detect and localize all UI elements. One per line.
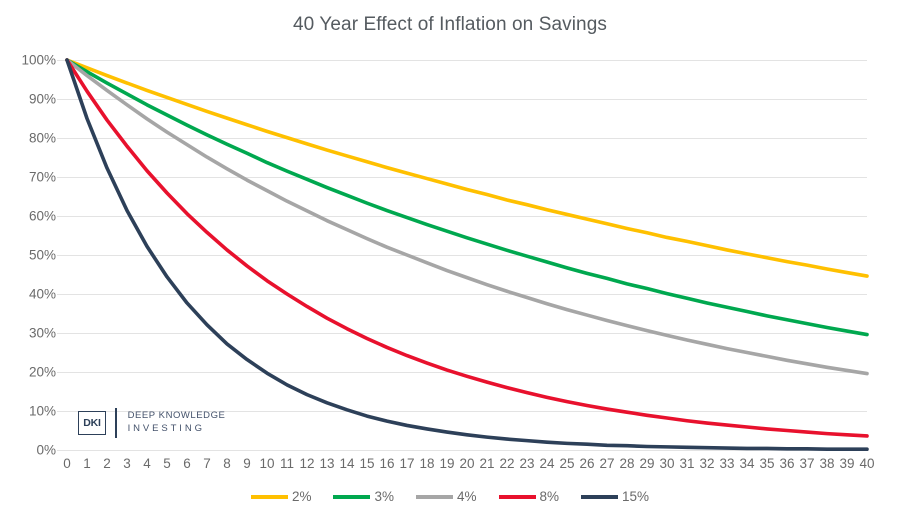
x-axis-tick-label: 3 <box>123 456 131 471</box>
y-axis-tick-label: 50% <box>28 247 56 263</box>
gridline <box>57 450 867 451</box>
x-axis-tick-label: 5 <box>163 456 171 471</box>
x-axis-tick-label: 0 <box>63 456 71 471</box>
gridline <box>57 333 867 334</box>
x-axis-tick-label: 28 <box>619 456 635 471</box>
x-axis-tick-label: 1 <box>83 456 91 471</box>
legend-item-8pct[interactable]: 8% <box>498 489 560 504</box>
x-axis-tick-label: 23 <box>519 456 535 471</box>
legend-item-15pct[interactable]: 15% <box>581 489 649 504</box>
watermark-line-2: INVESTING <box>127 423 205 434</box>
chart-title: 40 Year Effect of Inflation on Savings <box>292 14 607 35</box>
y-axis-tick-label: 70% <box>28 169 56 185</box>
x-axis-tick-label: 26 <box>579 456 595 471</box>
x-axis-tick-label: 32 <box>699 456 715 471</box>
watermark-divider <box>115 408 117 438</box>
x-axis-tick-label: 19 <box>439 456 455 471</box>
x-axis-tick-label: 35 <box>759 456 775 471</box>
x-axis-tick-label: 37 <box>799 456 815 471</box>
gridline <box>57 60 867 61</box>
legend-item-4pct[interactable]: 4% <box>415 489 477 504</box>
x-axis-tick-label: 7 <box>203 456 211 471</box>
x-axis-tick-label: 8 <box>223 456 231 471</box>
gridline <box>57 411 867 412</box>
dki-badge-icon: DKI <box>78 411 106 435</box>
x-axis-tick-label: 27 <box>599 456 615 471</box>
x-axis-tick-label: 18 <box>419 456 435 471</box>
x-axis-tick-label: 14 <box>339 456 355 471</box>
legend-item-3pct[interactable]: 3% <box>333 489 394 504</box>
legend-label: 15% <box>622 489 650 504</box>
y-axis-tick-label: 40% <box>28 286 56 302</box>
plot-area <box>57 58 869 452</box>
legend-label: 8% <box>539 489 560 504</box>
x-axis-tick-label: 11 <box>279 456 295 471</box>
series-line-2pct <box>65 58 869 278</box>
x-axis-tick-label: 13 <box>319 456 335 471</box>
x-axis-tick-label: 2 <box>103 456 111 471</box>
gridline <box>57 138 867 139</box>
x-axis-tick-label: 38 <box>819 456 835 471</box>
x-axis-tick-label: 21 <box>479 456 495 471</box>
series-line-8pct <box>65 58 869 438</box>
x-axis-tick-label: 16 <box>379 456 395 471</box>
x-axis-tick-label: 6 <box>183 456 191 471</box>
x-axis-tick-label: 9 <box>243 456 251 471</box>
y-axis-tick-label: 100% <box>21 52 56 68</box>
series-layer <box>65 58 869 452</box>
legend-swatch <box>581 494 619 499</box>
x-axis-tick-label: 20 <box>459 456 475 471</box>
legend-label: 2% <box>291 489 312 504</box>
legend-swatch <box>498 494 536 499</box>
series-line-3pct <box>65 58 869 337</box>
y-axis-tick-label: 80% <box>28 130 56 146</box>
x-axis-tick-label: 31 <box>679 456 695 471</box>
y-axis-tick-labels: 0% 10% 20% 30% 40% 50% 60% 70% 80% 90% 100% <box>0 53 56 458</box>
gridline <box>57 177 867 178</box>
x-axis-tick-label: 12 <box>299 456 315 471</box>
y-axis-tick-label: 90% <box>28 91 56 107</box>
legend-swatch <box>333 494 371 499</box>
x-axis-tick-label: 30 <box>659 456 675 471</box>
x-axis-tick-label: 34 <box>739 456 755 471</box>
legend-swatch <box>415 494 453 499</box>
gridlines <box>57 60 867 451</box>
series-line-4pct <box>65 58 869 376</box>
series-line-15pct <box>65 58 869 452</box>
watermark-line-1: DEEP KNOWLEDGE <box>127 410 226 422</box>
x-axis-tick-label: 36 <box>779 456 795 471</box>
y-axis-tick-label: 30% <box>28 325 56 341</box>
x-axis-tick-label: 33 <box>719 456 735 471</box>
x-axis-tick-label: 25 <box>559 456 575 471</box>
y-axis-tick-label: 10% <box>28 403 56 419</box>
y-axis-tick-label: 60% <box>28 208 56 224</box>
legend-label: 4% <box>456 489 477 504</box>
y-axis-tick-label: 20% <box>28 364 56 380</box>
x-axis-tick-label: 29 <box>639 456 655 471</box>
legend-swatch <box>250 494 288 499</box>
x-axis-tick-label: 40 <box>859 456 875 471</box>
x-axis-tick-label: 24 <box>539 456 555 471</box>
watermark-logo: DKI DEEP KNOWLEDGE INVESTING <box>78 406 225 440</box>
watermark-text: DEEP KNOWLEDGE INVESTING <box>128 410 226 435</box>
gridline <box>57 216 867 217</box>
x-axis-tick-label: 22 <box>499 456 515 471</box>
x-axis-tick-label: 15 <box>359 456 375 471</box>
gridline <box>57 294 867 295</box>
x-axis-tick-label: 10 <box>259 456 275 471</box>
y-axis-tick-label: 0% <box>36 442 56 458</box>
x-axis-tick-label: 4 <box>143 456 151 471</box>
chart-legend: 2% 3% 4% 8% 15% <box>0 489 900 504</box>
x-axis-tick-label: 17 <box>399 456 415 471</box>
gridline <box>57 372 867 373</box>
dki-badge-text: DKI <box>83 417 101 429</box>
x-axis-tick-labels: 0 1 2 3 4 5 6 7 8 9 10 11 12 13 14 15 16 17 18 19 20 21 22 23 24… <box>63 456 874 478</box>
legend-item-2pct[interactable]: 2% <box>250 489 312 504</box>
gridline <box>57 99 867 100</box>
x-axis-tick-label: 39 <box>839 456 855 471</box>
gridline <box>57 255 867 256</box>
legend-label: 3% <box>374 489 394 504</box>
